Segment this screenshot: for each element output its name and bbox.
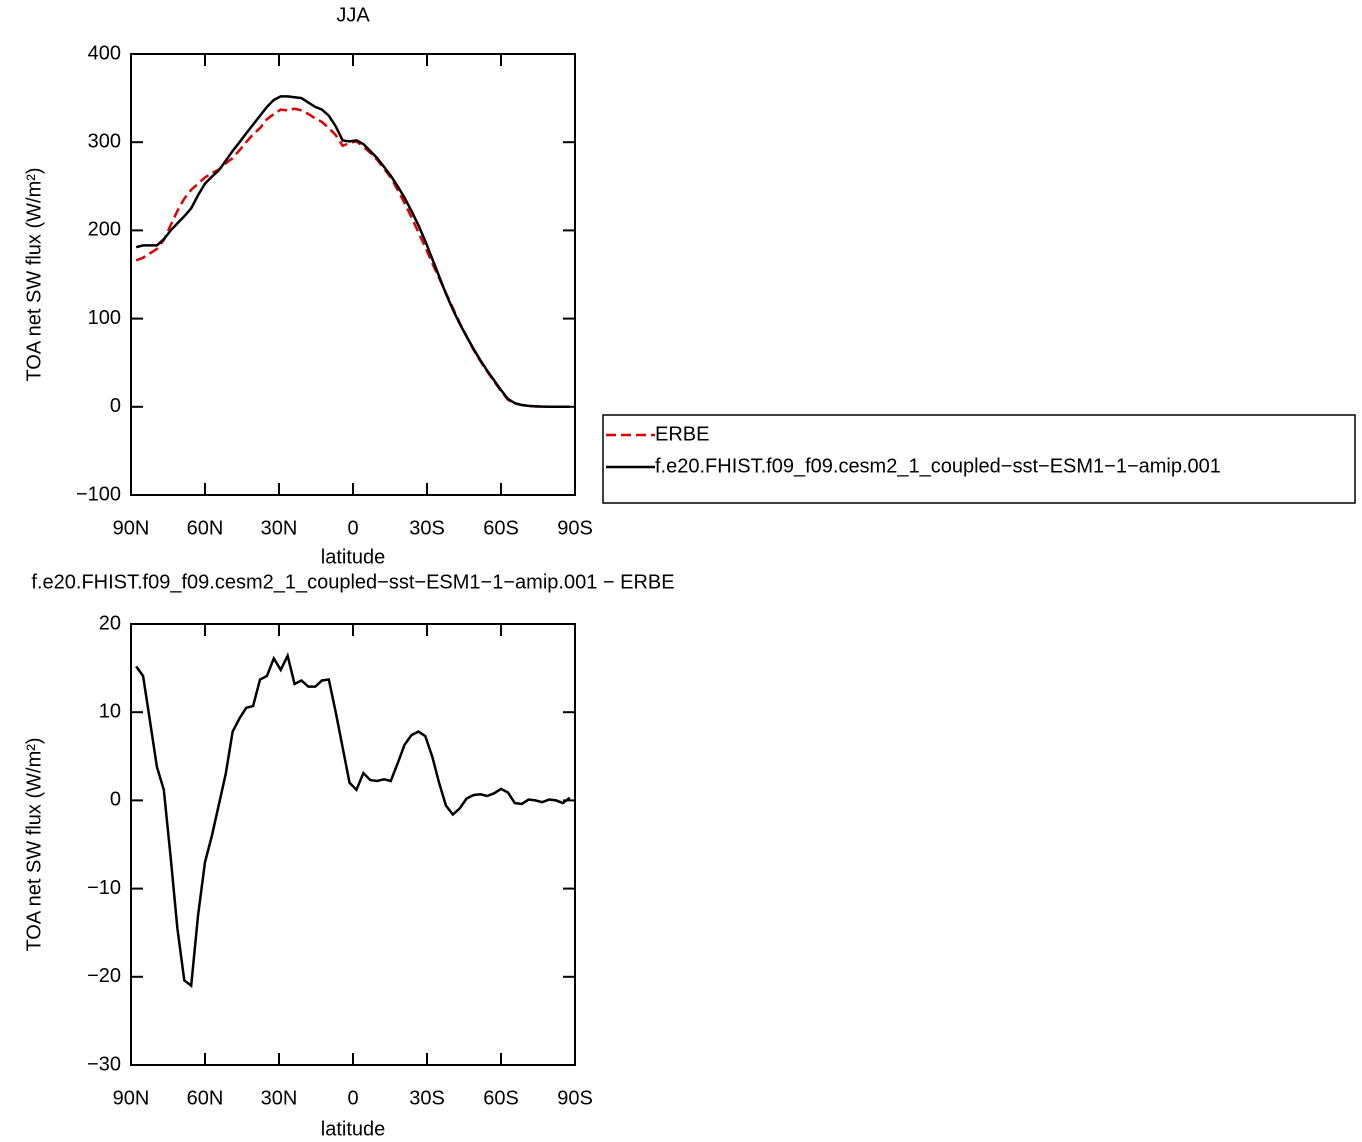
y-axis-label: TOA net SW flux (W/m²) — [23, 737, 45, 951]
x-tick-label: 0 — [347, 517, 358, 539]
y-tick-label: −20 — [87, 965, 121, 987]
y-tick-label: −10 — [87, 877, 121, 899]
y-tick-label: −30 — [87, 1053, 121, 1075]
plot-frame — [130, 53, 576, 496]
x-tick-label: 0 — [347, 1087, 358, 1109]
y-tick-label: 200 — [88, 219, 121, 241]
y-tick-label: 20 — [99, 612, 121, 634]
data-line — [135, 95, 570, 409]
x-tick-label: 90S — [557, 1087, 593, 1109]
legend-box — [602, 414, 1356, 504]
data-line — [135, 107, 570, 409]
x-tick-label: 60N — [187, 517, 224, 539]
y-tick-label: 0 — [110, 395, 121, 417]
y-tick-label: 400 — [88, 42, 121, 64]
x-tick-label: 60S — [483, 517, 519, 539]
x-axis-label: latitude — [321, 1118, 386, 1140]
x-axis-label: latitude — [321, 546, 386, 568]
y-tick-label: 0 — [110, 789, 121, 811]
x-tick-label: 30S — [409, 517, 445, 539]
y-tick-label: 10 — [99, 700, 121, 722]
y-tick-label: 100 — [88, 307, 121, 329]
y-axis-label: TOA net SW flux (W/m²) — [23, 167, 45, 381]
x-tick-label: 90N — [113, 1087, 150, 1109]
plot-frame — [130, 623, 576, 1066]
y-tick-label: −100 — [76, 483, 121, 505]
x-tick-label: 60S — [483, 1087, 519, 1109]
x-tick-label: 30N — [261, 1087, 298, 1109]
y-tick-label: 300 — [88, 130, 121, 152]
data-line — [135, 652, 571, 988]
chart-title: JJA — [336, 4, 370, 26]
chart-title: f.e20.FHIST.f09_f09.cesm2_1_coupled−sst−… — [31, 571, 674, 593]
x-tick-label: 90N — [113, 517, 150, 539]
x-tick-label: 90S — [557, 517, 593, 539]
x-tick-label: 30S — [409, 1087, 445, 1109]
x-tick-label: 60N — [187, 1087, 224, 1109]
legend-label: f.e20.FHIST.f09_f09.cesm2_1_coupled−sst−… — [655, 455, 1221, 477]
x-tick-label: 30N — [261, 517, 298, 539]
legend-label: ERBE — [655, 423, 709, 445]
